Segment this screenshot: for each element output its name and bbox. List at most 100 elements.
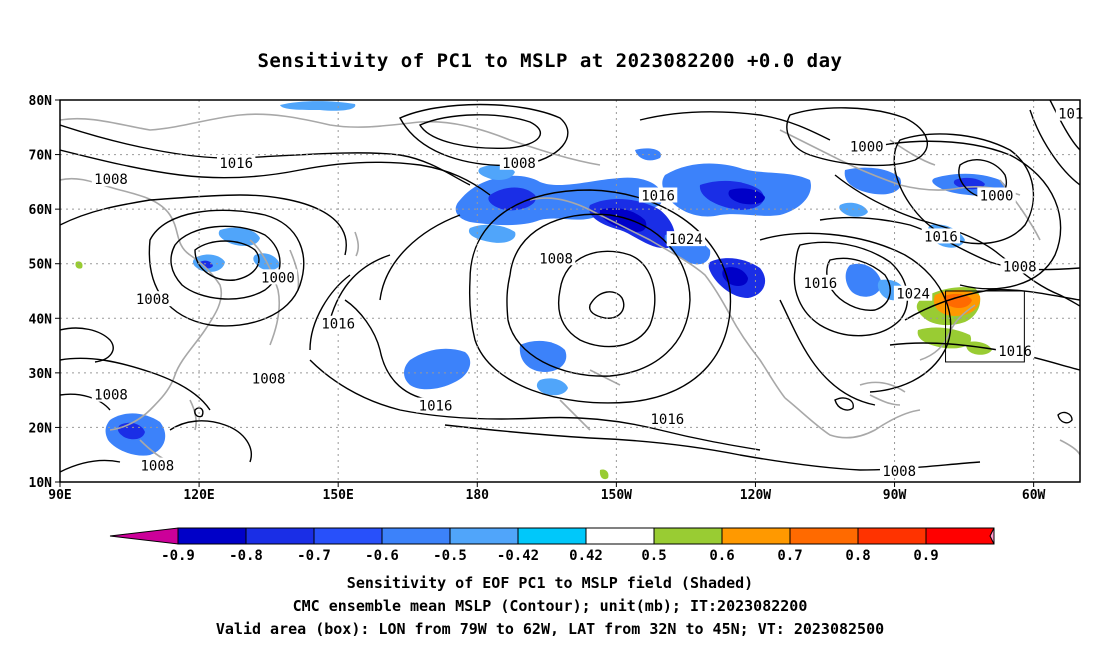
- lon-tick-label: 120E: [183, 488, 214, 503]
- contour-label-bg: [921, 228, 961, 244]
- contour-label: 1008: [539, 251, 573, 267]
- colorbar-label: -0.7: [297, 548, 331, 564]
- colorbar-segment: [925, 527, 995, 545]
- contour-label-bg: [318, 315, 358, 331]
- contour-label-bg: [879, 463, 919, 479]
- colorbar-label: -0.42: [497, 548, 539, 564]
- contour-label-bg: [893, 285, 933, 301]
- contour-label-bg: [133, 291, 172, 307]
- valid-area-box: [945, 290, 1025, 363]
- contour-label-bg: [138, 457, 177, 473]
- contour-label: 101: [1058, 107, 1083, 123]
- colorbar-arrow-left: [109, 527, 179, 545]
- lat-tick-label: 10N: [29, 476, 53, 491]
- colorbar: -0.9 -0.8 -0.7 -0.6 -0.5 -0.42 0.42 0.5 0.6 0.7 0.…: [109, 527, 995, 564]
- colorbar-label: 0.42: [569, 548, 603, 564]
- contour-label: 1016: [998, 344, 1032, 360]
- contour-label-bg: [536, 250, 576, 266]
- contour-label: 1000: [980, 189, 1014, 205]
- contour-label: 1008: [502, 156, 536, 172]
- footer-line-3: Valid area (box): LON from 79W to 62W, L…: [215, 620, 885, 638]
- colorbar-segment: [449, 527, 519, 545]
- contour-label-bg: [249, 370, 288, 386]
- colorbar-label: -0.9: [161, 548, 195, 564]
- colorbar-segment: [721, 527, 791, 545]
- colorbar-segment: [857, 527, 927, 545]
- colorbar-segment: [245, 527, 315, 545]
- contour-label: 1008: [1003, 259, 1037, 275]
- contour-label-bg: [1055, 105, 1086, 121]
- lon-tick-label: 60W: [1022, 488, 1046, 503]
- map-frame: [59, 99, 1081, 483]
- contour-label-bg: [648, 411, 687, 427]
- contour-label: 1016: [641, 189, 675, 205]
- contour-label: 1008: [94, 388, 128, 404]
- contour-label: 1024: [896, 287, 930, 303]
- contour-label: 1000: [261, 270, 295, 286]
- contour-label-bg: [801, 274, 840, 290]
- contour-label-bg: [638, 187, 678, 203]
- lat-tick-label: 60N: [29, 203, 53, 218]
- lon-tick-label: 180: [466, 488, 490, 503]
- colorbar-label: 0.9: [913, 548, 938, 564]
- coastlines: [60, 113, 1080, 463]
- contour-label: 1016: [219, 156, 253, 172]
- colorbar-label: 0.5: [641, 548, 666, 564]
- contour-label: 1008: [882, 464, 916, 480]
- contour-labels: 1016 1008 1008 1000 1000 1016 1024 1016 1008 1008…: [91, 105, 1086, 480]
- contour-label-bg: [216, 154, 256, 170]
- lon-tick-label: 90W: [883, 488, 907, 503]
- footer-line-2: CMC ensemble mean MSLP (Contour); unit(m…: [292, 597, 808, 615]
- colorbar-arrow-right: [989, 527, 995, 545]
- contour-label-bg: [847, 138, 886, 154]
- contour-label-bg: [258, 269, 298, 285]
- sensitivity-shading: [75, 101, 1007, 480]
- colorbar-segment: [789, 527, 859, 545]
- lat-tick-label: 30N: [29, 367, 53, 382]
- contour-label: 1016: [924, 229, 958, 245]
- colorbar-segment: [585, 527, 655, 545]
- lat-tick-label: 50N: [29, 258, 53, 273]
- colorbar-label: -0.6: [365, 548, 399, 564]
- lon-tick-label: 150E: [323, 488, 354, 503]
- colorbar-segment: [653, 527, 723, 545]
- contour-label: 1008: [252, 371, 286, 387]
- contour-label: 1008: [94, 172, 128, 188]
- contour-label: 1016: [804, 276, 838, 292]
- contour-label: 1024: [669, 232, 703, 248]
- lon-tick-label: 90E: [48, 488, 71, 503]
- lon-tick-label: 150W: [601, 488, 632, 503]
- contour-label-bg: [91, 171, 131, 187]
- contour-label-bg: [977, 187, 1016, 203]
- lon-tick-label: 120W: [740, 488, 771, 503]
- contour-label-bg: [91, 386, 131, 402]
- contour-label-bg: [416, 397, 455, 413]
- contour-label: 1000: [850, 139, 884, 155]
- footer-line-1: Sensitivity of EOF PC1 to MSLP field (Sh…: [346, 574, 754, 592]
- colorbar-label: 0.8: [845, 548, 870, 564]
- colorbar-label: 0.7: [777, 548, 802, 564]
- colorbar-segment: [177, 527, 247, 545]
- colorbar-label: -0.5: [433, 548, 467, 564]
- colorbar-label: -0.8: [229, 548, 263, 564]
- colorbar-label: 0.6: [709, 548, 734, 564]
- contour-label-bg: [666, 231, 706, 247]
- contour-label: 1008: [136, 292, 170, 308]
- lat-tick-label: 20N: [29, 421, 53, 436]
- contour-label-bg: [499, 154, 539, 170]
- colorbar-segment: [313, 527, 383, 545]
- contour-label: 1016: [321, 317, 355, 333]
- lat-tick-label: 80N: [29, 94, 53, 109]
- contour-label-bg: [1000, 258, 1039, 274]
- colorbar-segment: [517, 527, 587, 545]
- contour-label: 1016: [651, 412, 685, 428]
- colorbar-segment: [381, 527, 451, 545]
- figure-title: Sensitivity of PC1 to MSLP at 2023082200…: [257, 50, 843, 72]
- lat-tick-label: 40N: [29, 312, 53, 327]
- contour-label: 1016: [419, 399, 453, 415]
- lat-tick-label: 70N: [29, 149, 53, 164]
- contour-label: 1008: [141, 459, 175, 475]
